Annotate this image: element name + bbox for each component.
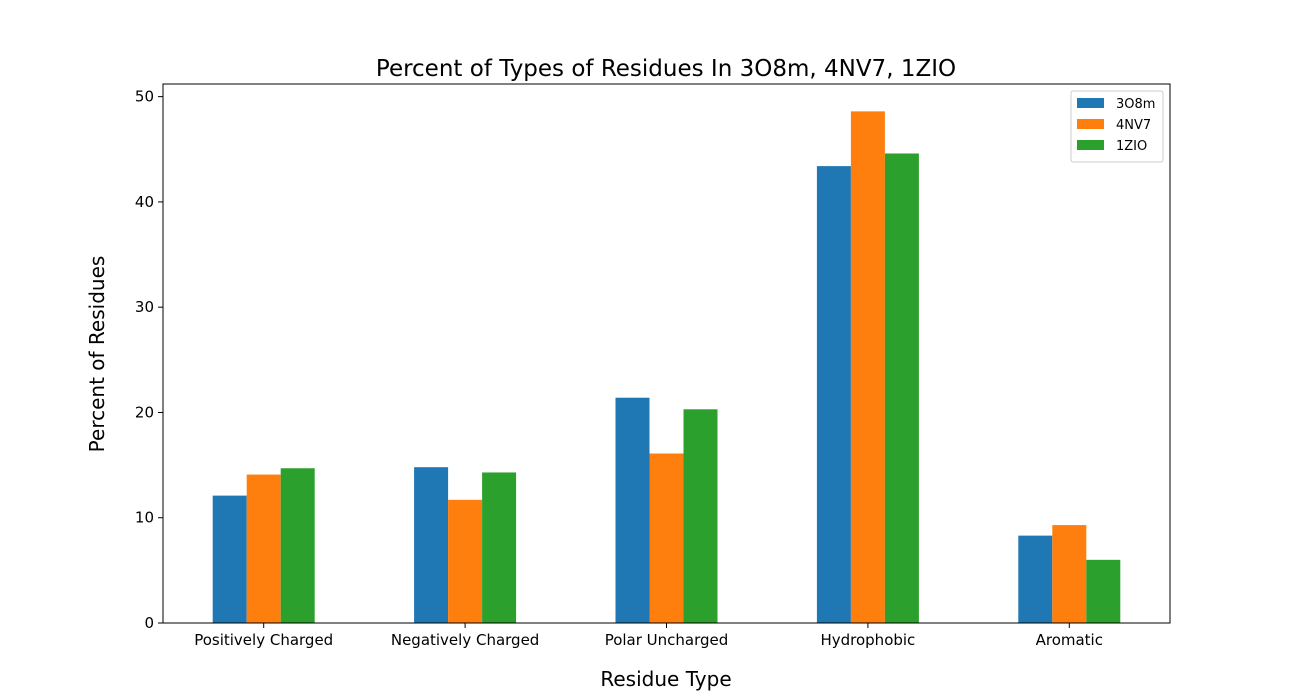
legend-swatch-1zio: [1077, 140, 1104, 150]
y-tick-label: 10: [135, 509, 154, 527]
y-tick-label: 30: [135, 298, 154, 316]
y-axis-label: Percent of Residues: [85, 256, 109, 453]
y-axis: 0 10 20 30 40 50: [135, 88, 163, 632]
y-tick-label: 0: [144, 614, 154, 632]
y-tick-label: 20: [135, 403, 154, 421]
x-tick-label: Negatively Charged: [391, 631, 539, 649]
bar-4nv7-aromatic: [1052, 525, 1087, 623]
bar-1zio-aromatic: [1086, 559, 1121, 623]
bar-4nv7-positively-charged: [246, 474, 281, 623]
bar-3o8m-hydrophobic: [816, 166, 851, 623]
bar-3o8m-aromatic: [1018, 535, 1053, 623]
legend: 3O8m 4NV7 1ZIO: [1070, 90, 1164, 163]
bar-1zio-positively-charged: [280, 468, 315, 623]
bar-1zio-negatively-charged: [482, 472, 517, 623]
bars-group: [212, 111, 1121, 623]
x-tick-label: Positively Charged: [194, 631, 333, 649]
x-axis-label: Residue Type: [600, 667, 731, 691]
bar-3o8m-positively-charged: [212, 495, 247, 623]
bar-4nv7-polar-uncharged: [649, 453, 684, 623]
bar-3o8m-negatively-charged: [414, 467, 449, 623]
x-tick-label: Polar Uncharged: [605, 631, 729, 649]
legend-swatch-4nv7: [1077, 119, 1104, 129]
legend-label-1zio: 1ZIO: [1116, 139, 1147, 154]
bar-4nv7-negatively-charged: [448, 499, 483, 623]
legend-swatch-3o8m: [1077, 98, 1104, 108]
legend-label-3o8m: 3O8m: [1116, 97, 1155, 112]
bar-1zio-polar-uncharged: [683, 409, 718, 623]
y-tick-label: 40: [135, 193, 154, 211]
bar-1zio-hydrophobic: [884, 153, 919, 623]
chart-title: Percent of Types of Residues In 3O8m, 4N…: [376, 56, 956, 82]
legend-label-4nv7: 4NV7: [1116, 118, 1151, 133]
bar-4nv7-hydrophobic: [850, 111, 885, 623]
bar-3o8m-polar-uncharged: [615, 397, 650, 623]
x-tick-label: Hydrophobic: [820, 631, 915, 649]
x-tick-label: Aromatic: [1036, 631, 1103, 649]
x-axis: Positively Charged Negatively Charged Pola…: [194, 623, 1103, 649]
y-tick-label: 50: [135, 88, 154, 106]
